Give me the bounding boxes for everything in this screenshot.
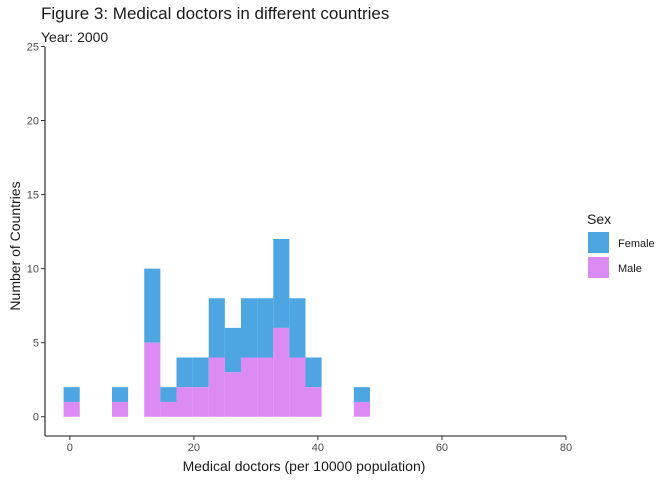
y-tick-label: 10 [27, 264, 39, 276]
y-tick-label: 20 [27, 116, 39, 128]
bar-female-13 [353, 387, 371, 402]
bar-female-9 [257, 298, 274, 358]
bar-female-0 [63, 387, 80, 402]
bar-female-5 [192, 357, 209, 388]
bar-male-0 [63, 401, 80, 417]
bar-male-13 [353, 401, 371, 417]
legend-title: Sex [587, 211, 611, 227]
x-tick-label: 0 [67, 442, 73, 454]
bar-male-8 [240, 357, 258, 417]
bar-female-1 [111, 387, 129, 402]
bar-male-12 [305, 387, 322, 417]
bar-female-10 [273, 239, 290, 328]
x-tick-label: 80 [560, 442, 572, 454]
bar-female-6 [208, 298, 225, 358]
legend-label-male: Male [618, 263, 642, 275]
legend-key-male [588, 257, 609, 278]
bar-male-9 [257, 357, 274, 417]
bar-female-4 [176, 357, 193, 388]
x-tick-label: 20 [188, 442, 200, 454]
bar-male-7 [224, 372, 241, 417]
bar-male-11 [289, 357, 306, 417]
legend-key-female [588, 232, 609, 253]
bars-layer [63, 239, 371, 417]
y-tick-label: 5 [33, 338, 39, 350]
bar-female-8 [240, 298, 258, 358]
legend-label-female: Female [618, 238, 655, 250]
chart-title: Figure 3: Medical doctors in different c… [41, 4, 390, 23]
bar-male-10 [273, 327, 290, 417]
bar-male-2 [144, 342, 161, 417]
y-tick-label: 0 [33, 412, 39, 424]
bar-female-3 [160, 387, 177, 402]
x-tick-label: 40 [312, 442, 324, 454]
bar-male-1 [111, 401, 129, 417]
axes-layer: 0 20 40 60 80 0 5 10 15 20 25 [27, 41, 572, 454]
y-tick-label: 25 [27, 41, 39, 53]
bar-male-5 [192, 387, 209, 417]
legend: Sex Female Male [587, 211, 655, 278]
bar-male-6 [208, 357, 225, 417]
x-tick-label: 60 [436, 442, 448, 454]
y-axis-title: Number of Countries [7, 181, 23, 310]
bar-female-7 [224, 327, 241, 373]
bar-male-4 [176, 387, 193, 417]
bar-female-11 [289, 298, 306, 358]
bar-female-12 [305, 357, 322, 388]
bar-male-3 [160, 401, 177, 417]
y-tick-label: 15 [27, 190, 39, 202]
bar-female-2 [144, 268, 161, 343]
chart-subtitle: Year: 2000 [41, 29, 109, 45]
x-axis-title: Medical doctors (per 10000 population) [183, 458, 426, 474]
